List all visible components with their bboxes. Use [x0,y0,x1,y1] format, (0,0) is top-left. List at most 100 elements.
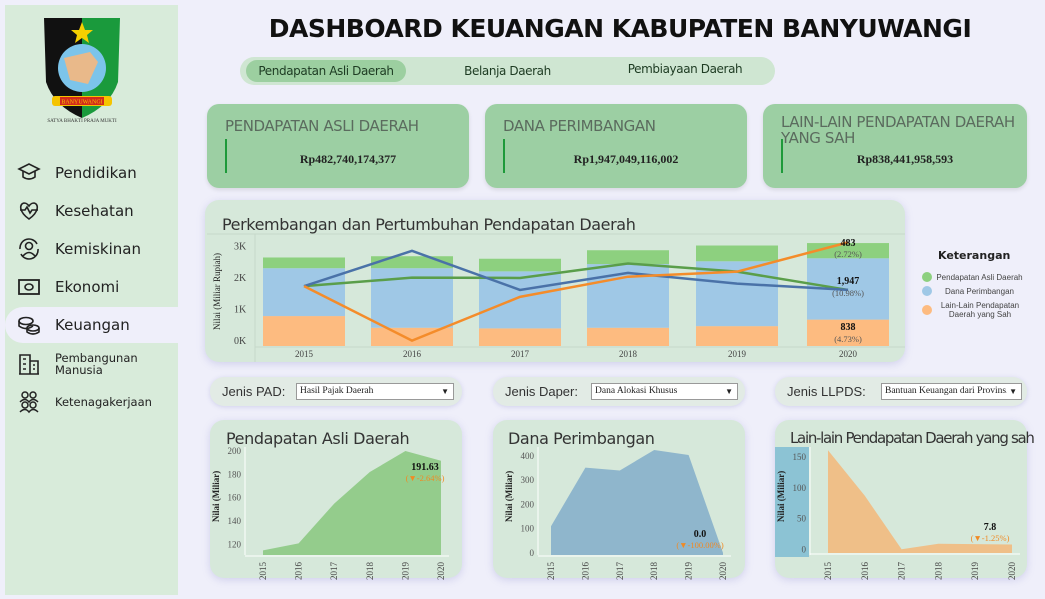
dropdown-arrow-icon: ▼ [1009,387,1017,396]
x-tick-label: 2015 [823,562,833,581]
filter-jenis-daper: Jenis Daper: Dana Alokasi Khusus ▼ [493,377,745,406]
banyuwangi-logo: BANYUWANGI SATYA BHAKTI PRAJA MUKTI [44,18,120,124]
sidebar-item-pendidikan[interactable]: Pendidikan [5,155,178,191]
kpi-value: Rp482,740,174,377 [299,152,397,166]
kpi-accent-bar [225,139,227,173]
kpi-title: PENDAPATAN ASLI DAERAH [225,117,419,135]
y-tick-label: 0 [802,544,807,554]
x-tick-label: 2019 [728,349,747,359]
page-title: DASHBOARD KEUANGAN KABUPATEN BANYUWANGI [268,14,972,43]
kpi-dana-perimbangan: DANA PERIMBANGAN Rp1,947,049,116,002 [485,104,747,188]
value-label: 7.8 [984,522,997,533]
y-axis-label: Nilai (Miliar) [211,471,221,522]
sidebar-item-pembangunan-manusia[interactable]: Pembangunan Manusia [5,346,178,382]
y-axis-label: Nilai (Miliar) [504,471,514,522]
filter-label: Jenis LLPDS: [787,384,866,399]
value-label: 0.0 [694,529,707,540]
x-tick-label: 2017 [329,562,339,581]
sidebar-item-ketenagakerjaan[interactable]: Ketenagakerjaan [5,384,178,420]
growth-line [303,241,849,343]
y-tick-label: 2K [234,273,247,284]
area-series [551,449,723,555]
kpi-accent-bar [781,139,783,173]
heart-pulse-icon [19,202,39,220]
filter-jenis-pad: Jenis PAD: Hasil Pajak Daerah ▼ [210,377,462,406]
sidebar-item-ekonomi[interactable]: Ekonomi [5,269,178,305]
jenis-daper-select[interactable]: Dana Alokasi Khusus ▼ [591,383,738,400]
tab-pembiayaan-daerah[interactable]: Pembiayaan Daerah [627,62,743,76]
legend-item-llpds[interactable]: Lain-Lain Pendapatan Daerah yang Sah [940,301,1020,319]
kpi-lain-lain-pendapatan: LAIN-LAIN PENDAPATAN DAERAH YANG SAH Rp8… [763,104,1027,188]
filter-label: Jenis Daper: [505,384,578,399]
data-label: 1,947 [837,276,860,287]
kpi-accent-bar [503,139,505,173]
area-series [263,451,441,555]
sidebar-item-kemiskinan[interactable]: Kemiskinan [5,231,178,267]
kpi-pendapatan-asli-daerah: PENDAPATAN ASLI DAERAH Rp482,740,174,377 [207,104,469,188]
money-icon [18,279,40,295]
x-tick-label: 2016 [580,562,590,581]
sidebar-item-kesehatan[interactable]: Kesehatan [5,193,178,229]
x-tick-label: 2015 [546,562,556,581]
y-axis-label: Nilai (Miliar Rupiah) [212,253,222,330]
legend-item-dp[interactable]: Dana Perimbangan [945,287,1014,296]
y-axis-label: Nilai (Miliar) [776,471,786,522]
change-label: (▼-2.64%) [406,473,445,483]
tab-pendapatan-asli-daerah[interactable]: Pendapatan Asli Daerah [246,60,406,82]
y-tick-label: 400 [521,451,535,461]
y-tick-label: 160 [228,493,242,503]
building-icon [19,354,39,375]
x-tick-label: 2020 [436,562,446,581]
y-tick-label: 150 [793,452,807,462]
sidebar-item-label: Kesehatan [55,202,134,220]
llpds-axis-highlight [775,447,809,557]
x-tick-label: 2016 [294,562,304,581]
bar-segment [807,319,889,346]
x-tick-label: 2019 [684,562,694,581]
sidebar-item-keuangan[interactable]: Keuangan [5,307,185,343]
y-tick-label: 140 [228,516,242,526]
main-chart-title: Perkembangan dan Pertumbuhan Pendapatan … [222,215,636,234]
y-tick-label: 100 [793,483,807,493]
sidebar-item-label: Ketenagakerjaan [55,395,152,409]
selected-value: Bantuan Keuangan dari Provins... [885,386,1007,396]
person-cycle-icon [19,238,39,260]
x-tick-label: 2017 [615,562,625,581]
bar-segment [696,326,778,346]
tab-belanja-daerah[interactable]: Belanja Daerah [464,64,551,78]
data-label: 483 [841,238,856,249]
change-label: (▼-100.00%) [676,540,724,550]
kpi-title: DANA PERIMBANGAN [503,117,656,135]
data-label: (10.98%) [832,288,864,298]
legend-swatch-pad [922,272,932,282]
x-tick-label: 2020 [718,562,728,581]
sidebar-item-label: Keuangan [55,316,130,334]
sidebar-item-label: Pembangunan Manusia [55,351,138,377]
y-tick-label: 300 [521,475,535,485]
legend-item-pad[interactable]: Pendapatan Asli Daerah [936,273,1023,282]
y-tick-label: 50 [797,514,807,524]
people-icon [19,391,39,414]
filter-label: Jenis PAD: [222,384,286,399]
bar-segment [696,245,778,262]
dp-chart-title: Dana Perimbangan [508,429,655,448]
bar-segment [587,250,669,265]
sidebar-item-label: Ekonomi [55,278,120,296]
jenis-llpds-select[interactable]: Bantuan Keuangan dari Provins... ▼ [881,383,1022,400]
bar-segment [263,257,345,269]
x-tick-label: 2015 [258,562,268,581]
x-tick-label: 2017 [897,562,907,581]
jenis-pad-select[interactable]: Hasil Pajak Daerah ▼ [296,383,454,400]
legend-swatch-llpds [922,305,932,315]
svg-text:BANYUWANGI: BANYUWANGI [61,100,102,106]
kpi-value: Rp838,441,958,593 [856,152,954,166]
x-tick-label: 2018 [619,349,638,359]
bar-segment [479,328,561,346]
y-tick-label: 180 [228,469,242,479]
coins-icon [18,316,40,335]
bar-segment [263,316,345,346]
x-tick-label: 2016 [860,562,870,581]
x-tick-label: 2020 [839,349,858,359]
change-label: (▼-1.25%) [971,533,1010,543]
